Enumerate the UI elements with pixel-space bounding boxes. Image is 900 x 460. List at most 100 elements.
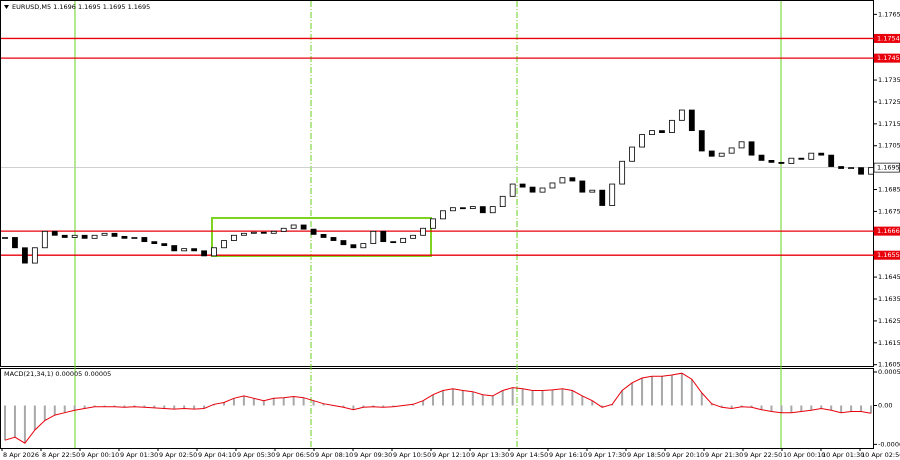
x-tick-label: 9 Apr 10:50	[393, 451, 431, 459]
x-tick-label: 10 Apr 00:10	[783, 451, 825, 459]
candle	[698, 130, 705, 152]
level-tag	[874, 226, 900, 236]
candle	[489, 206, 496, 214]
candle	[768, 160, 775, 163]
candle	[440, 210, 446, 220]
y-tick-label: 1.1615	[878, 339, 900, 347]
candle	[718, 152, 725, 157]
macd-bar	[820, 405, 823, 409]
level-label: 1.1745	[877, 54, 900, 62]
candle	[579, 180, 586, 193]
range-box	[211, 217, 432, 257]
y-tick-label: 1.1685	[878, 186, 900, 194]
x-tick-label: 9 Apr 06:50	[276, 451, 314, 459]
macd-bar	[143, 405, 146, 408]
macd-bar	[213, 404, 216, 406]
candle	[539, 187, 546, 193]
y-tick-label: 1.1765	[878, 10, 900, 18]
candle	[728, 147, 735, 154]
level-tag	[874, 53, 900, 63]
candle	[748, 141, 755, 156]
macd-bar	[43, 405, 46, 421]
x-tick-label: 9 Apr 01:30	[120, 451, 158, 459]
macd-bar	[551, 389, 554, 406]
y-tick-label: 1.1645	[878, 273, 900, 281]
candle	[380, 230, 387, 243]
macd-bar	[670, 374, 673, 406]
candle	[798, 157, 805, 160]
candle	[41, 230, 48, 249]
candle	[529, 186, 536, 193]
macd-bar	[23, 405, 26, 444]
macd-bar	[541, 390, 544, 406]
macd-bar	[631, 382, 634, 406]
candle	[519, 183, 526, 188]
x-tick-label: 9 Apr 20:10	[666, 451, 704, 459]
macd-bar	[451, 388, 454, 406]
last-price-label: 1.1695	[877, 164, 900, 172]
macd-bar	[292, 396, 295, 406]
macd-bar	[73, 405, 76, 411]
x-tick-label: 9 Apr 22:50	[744, 451, 782, 459]
candle	[31, 247, 38, 264]
candle	[22, 247, 28, 264]
x-tick-label: 8 Apr 2026	[3, 451, 39, 459]
macd-bar	[800, 405, 803, 412]
macd-bar	[611, 404, 614, 406]
candle	[808, 152, 815, 160]
macd-bar	[501, 390, 504, 406]
macd-tick-label: -0.00065	[878, 440, 900, 448]
candle	[2, 237, 8, 239]
candle	[838, 166, 845, 169]
macd-bar	[272, 398, 275, 406]
x-tick-label: 9 Apr 09:30	[354, 451, 392, 459]
candle	[858, 167, 864, 175]
macd-bar	[382, 405, 385, 408]
macd-bar	[312, 400, 315, 406]
candle	[161, 243, 168, 246]
candle	[758, 154, 765, 161]
candle	[868, 167, 874, 175]
macd-bar	[710, 403, 713, 406]
macd-bar	[830, 405, 833, 411]
macd-bar	[33, 405, 36, 431]
candle	[350, 244, 357, 249]
candle	[479, 206, 486, 214]
macd-bar	[83, 405, 86, 409]
macd-bar	[531, 390, 534, 406]
macd-bar	[601, 405, 604, 408]
macd-tick-label: 0.00	[878, 402, 892, 410]
macd-bar	[750, 405, 753, 408]
macd-bar	[103, 405, 106, 407]
candle	[559, 177, 566, 184]
x-tick-label: 9 Apr 21:30	[705, 451, 743, 459]
macd-bar	[591, 400, 594, 406]
macd-bar	[322, 403, 325, 406]
candle	[509, 183, 516, 197]
macd-bar	[850, 405, 853, 412]
macd-bar	[4, 405, 6, 441]
macd-bar	[621, 390, 624, 406]
macd-bar	[441, 390, 444, 406]
candle	[151, 241, 158, 245]
candle	[549, 182, 556, 189]
macd-bar	[93, 405, 96, 407]
candle	[450, 207, 456, 212]
macd-bar	[780, 405, 783, 413]
candle	[310, 228, 317, 235]
level-label: 1.1666	[877, 227, 900, 235]
macd-bar	[740, 405, 743, 407]
macd-bar	[113, 405, 116, 407]
x-tick-label: 9 Apr 16:10	[549, 451, 587, 459]
macd-bar	[203, 405, 206, 409]
macd-bar	[870, 405, 872, 414]
y-tick-label: 1.1625	[878, 317, 900, 325]
macd-bar	[840, 405, 843, 413]
candle	[191, 248, 198, 252]
macd-bar	[173, 405, 176, 410]
x-tick-label: 9 Apr 18:50	[627, 451, 665, 459]
candle	[469, 206, 476, 209]
candle	[280, 227, 287, 232]
candle	[250, 231, 257, 234]
macd-bar	[660, 376, 663, 406]
